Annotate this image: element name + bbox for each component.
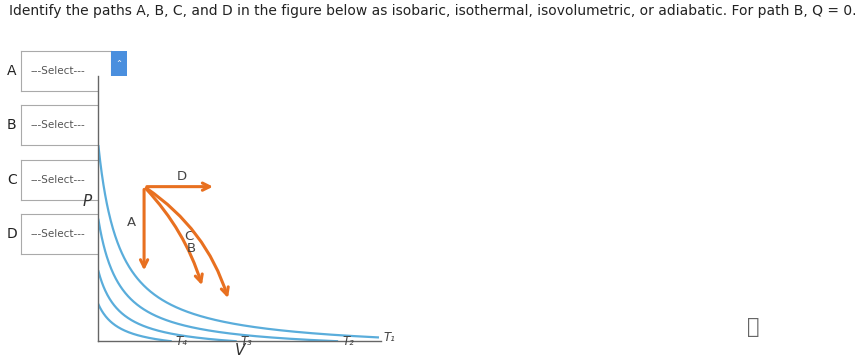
Text: ⌃: ⌃ (116, 60, 122, 69)
Text: ---Select---: ---Select--- (31, 120, 85, 130)
Text: ⓘ: ⓘ (747, 317, 759, 337)
Text: A: A (128, 216, 136, 229)
Text: A: A (7, 64, 16, 78)
Text: ---Select---: ---Select--- (31, 229, 85, 239)
Text: ⌄: ⌄ (115, 238, 123, 248)
Text: ⌃: ⌃ (116, 224, 122, 233)
Text: D: D (177, 170, 187, 183)
Text: C: C (184, 230, 193, 243)
X-axis label: V: V (235, 343, 245, 358)
Text: T₂: T₂ (342, 335, 354, 348)
Text: ---Select---: ---Select--- (31, 66, 85, 76)
Text: B: B (7, 118, 16, 132)
Y-axis label: P: P (82, 194, 92, 209)
Text: T₃: T₃ (241, 335, 253, 348)
Text: ⌃: ⌃ (116, 115, 122, 124)
Text: ---Select---: ---Select--- (31, 175, 85, 185)
Text: C: C (7, 173, 16, 187)
Text: ⌄: ⌄ (115, 183, 123, 193)
Text: ⌄: ⌄ (115, 74, 123, 85)
Text: T₁: T₁ (383, 331, 395, 344)
Text: ⌄: ⌄ (115, 129, 123, 139)
Text: T₄: T₄ (175, 335, 187, 348)
Text: D: D (7, 227, 18, 241)
Text: B: B (187, 242, 196, 255)
Text: ⌃: ⌃ (116, 169, 122, 178)
Text: Identify the paths A, B, C, and D in the figure below as isobaric, isothermal, i: Identify the paths A, B, C, and D in the… (9, 4, 856, 18)
